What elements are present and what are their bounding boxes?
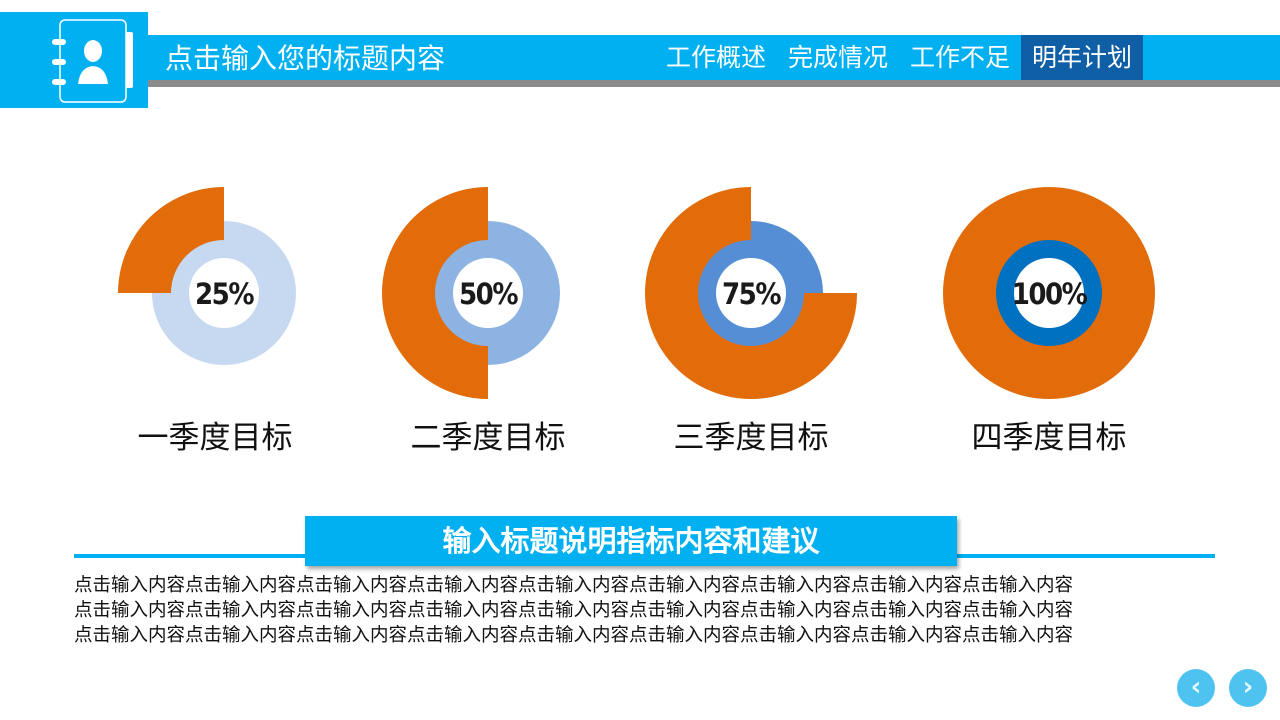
center-4 [1014, 258, 1084, 328]
section-title: 输入标题说明指标内容和建议 [305, 516, 957, 566]
tab-next-year-plan[interactable]: 明年计划 [1021, 35, 1144, 80]
progress-sector-3 [645, 187, 857, 399]
tab-shortcomings[interactable]: 工作不足 [910, 43, 1011, 72]
logo-box [0, 12, 148, 108]
progress-donuts: 25% 50% 75% 100% [118, 187, 1155, 399]
next-button[interactable]: › [1229, 669, 1267, 707]
body-line: 点击输入内容点击输入内容点击输入内容点击输入内容点击输入内容点击输入内容点击输入… [74, 625, 1074, 646]
progress-sector-1 [118, 187, 224, 293]
center-1 [189, 258, 259, 328]
center-2 [453, 258, 523, 328]
tab-completion[interactable]: 完成情况 [788, 43, 889, 72]
body-line: 点击输入内容点击输入内容点击输入内容点击输入内容点击输入内容点击输入内容点击输入… [74, 575, 1074, 596]
q2-label: 二季度目标 [410, 420, 566, 456]
progress-sector-4 [943, 187, 1155, 399]
body-line: 点击输入内容点击输入内容点击输入内容点击输入内容点击输入内容点击输入内容点击输入… [74, 600, 1074, 621]
nav-tabs: 工作概述 完成情况 工作不足 明年计划 [655, 35, 1144, 80]
q3-label: 三季度目标 [673, 420, 829, 456]
percent-label-1: 25% [195, 277, 254, 311]
q1-label: 一季度目标 [137, 420, 293, 456]
percent-label-2: 50% [459, 277, 518, 311]
section-body: 点击输入内容点击输入内容点击输入内容点击输入内容点击输入内容点击输入内容点击输入… [74, 573, 1234, 648]
q4-label: 四季度目标 [971, 420, 1127, 456]
percent-label-4: 100% [1012, 277, 1088, 311]
tab-overview[interactable]: 工作概述 [666, 43, 767, 72]
percent-label-3: 75% [722, 277, 781, 311]
progress-sector-2 [382, 187, 488, 399]
center-3 [716, 258, 786, 328]
header-underline [148, 80, 1280, 87]
page-title: 点击输入您的标题内容 [165, 42, 446, 75]
prev-button[interactable]: ‹ [1177, 669, 1215, 707]
contact-book-icon [52, 19, 133, 103]
